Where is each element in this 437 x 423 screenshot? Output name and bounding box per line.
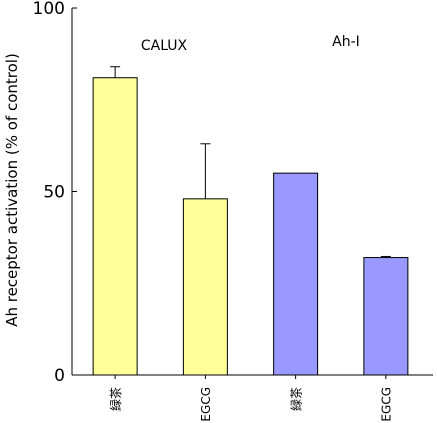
y-tick-label: 100 — [33, 0, 65, 19]
x-tick-label: EGCG — [380, 387, 394, 422]
group-label: Ah-I — [332, 34, 360, 50]
y-ticks: 0 50 100 — [33, 0, 77, 386]
bar — [92, 77, 138, 376]
x-tick-label: 緑茶 — [288, 387, 303, 411]
y-axis-label: Ah receptor activation (% of control) — [3, 53, 21, 327]
x-tick-label: EGCG — [199, 387, 213, 422]
x-ticks — [114, 375, 387, 379]
y-tick-label: 0 — [54, 366, 65, 386]
group-annotations: CALUX Ah-I — [141, 34, 360, 54]
bar — [273, 172, 319, 376]
y-tick-label: 50 — [43, 183, 65, 203]
bars — [92, 77, 409, 376]
x-tick-labels: 緑茶 EGCG 緑茶 EGCG — [108, 387, 394, 422]
bar — [182, 198, 228, 376]
x-tick-label: 緑茶 — [108, 387, 123, 411]
error-bars — [110, 66, 391, 258]
bar — [363, 257, 409, 376]
group-label: CALUX — [141, 38, 188, 54]
